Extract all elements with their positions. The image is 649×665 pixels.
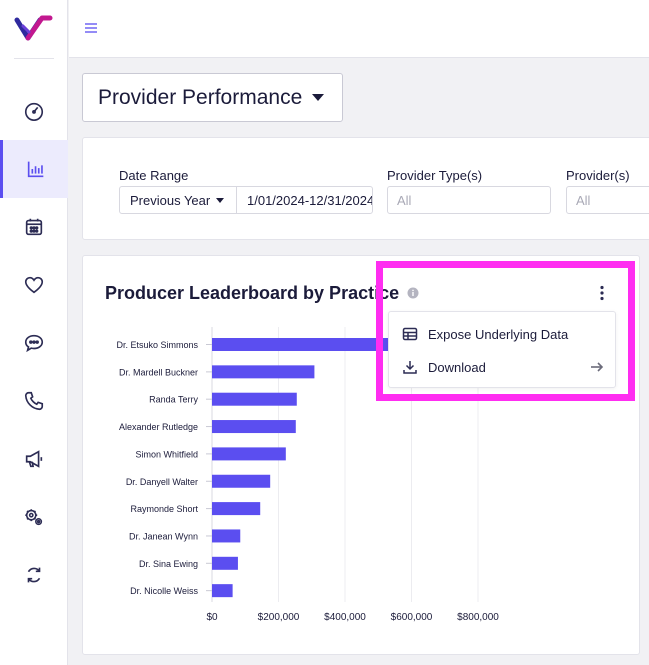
table-icon — [402, 327, 418, 341]
category-label: Dr. Janean Wynn — [129, 531, 198, 541]
chart-title: Producer Leaderboard by Practice — [105, 283, 400, 303]
app-logo[interactable] — [14, 12, 54, 46]
arrow-right-icon — [591, 362, 604, 372]
providers-label: Provider(s) — [566, 168, 630, 183]
caret-down-icon — [216, 197, 225, 203]
chart-options-menu: Expose Underlying Data Download — [388, 311, 616, 388]
expose-underlying-data-item[interactable]: Expose Underlying Data — [389, 318, 617, 350]
x-tick-label: $400,000 — [324, 612, 366, 623]
nav-reports[interactable] — [0, 140, 68, 198]
nav-calendar[interactable] — [0, 198, 68, 256]
download-label: Download — [428, 359, 486, 375]
download-item[interactable]: Download — [389, 351, 617, 383]
category-label: Dr. Etsuko Simmons — [116, 340, 198, 350]
nav-messages[interactable] — [0, 314, 68, 372]
bar[interactable] — [212, 365, 315, 379]
category-label: Randa Terry — [149, 395, 198, 405]
bar[interactable] — [212, 420, 296, 434]
info-icon[interactable] — [407, 287, 419, 299]
more-options-icon[interactable] — [599, 285, 605, 301]
nav-dashboard[interactable] — [0, 82, 68, 140]
providers-input[interactable]: All — [566, 186, 649, 214]
provider-types-label: Provider Type(s) — [387, 168, 483, 183]
bar[interactable] — [212, 338, 389, 351]
megaphone-icon — [25, 450, 43, 468]
bar[interactable] — [212, 584, 233, 598]
x-tick-label: $0 — [206, 612, 218, 623]
category-label: Dr. Danyell Walter — [126, 477, 198, 487]
bar[interactable] — [212, 502, 261, 516]
x-tick-label: $800,000 — [457, 612, 499, 623]
bar-chart-icon — [27, 161, 43, 178]
bar[interactable] — [212, 447, 286, 461]
nav-campaigns[interactable] — [0, 430, 68, 488]
category-label: Dr. Mardell Buckner — [119, 367, 198, 377]
chat-bubble-icon — [24, 334, 44, 353]
x-tick-label: $200,000 — [258, 612, 300, 623]
caret-down-icon — [312, 94, 325, 101]
heart-icon — [24, 276, 44, 294]
hamburger-menu-icon[interactable] — [84, 21, 98, 35]
provider-types-input[interactable]: All — [387, 186, 551, 214]
date-range-control: Previous Year 1/01/2024-12/31/2024 — [119, 186, 373, 214]
download-icon — [403, 361, 417, 374]
sidebar — [0, 0, 68, 665]
bar[interactable] — [212, 556, 238, 570]
logo-divider — [14, 58, 54, 59]
x-tick-label: $600,000 — [391, 612, 433, 623]
phone-icon — [24, 391, 44, 411]
report-selector-label: Provider Performance — [98, 85, 303, 109]
category-label: Alexander Rutledge — [119, 422, 198, 432]
filter-card: Date Range Previous Year 1/01/2024-12/31… — [82, 137, 649, 240]
settings-gears-icon — [25, 509, 43, 526]
nav-favorites[interactable] — [0, 256, 68, 314]
category-label: Raymonde Short — [130, 504, 198, 514]
category-label: Dr. Sina Ewing — [139, 559, 198, 569]
date-range-input[interactable]: 1/01/2024-12/31/2024 — [237, 187, 372, 213]
nav-sync[interactable] — [0, 546, 68, 604]
top-bar — [69, 0, 649, 58]
nav-calls[interactable] — [0, 372, 68, 430]
bar[interactable] — [212, 392, 297, 406]
calendar-icon — [25, 218, 43, 236]
date-preset-select[interactable]: Previous Year — [120, 187, 237, 213]
date-range-label: Date Range — [119, 168, 189, 183]
speedometer-icon — [24, 102, 44, 121]
category-label: Simon Whitfield — [135, 449, 198, 459]
report-selector[interactable]: Provider Performance — [82, 73, 343, 122]
expose-underlying-data-label: Expose Underlying Data — [428, 326, 569, 342]
date-range-value: 1/01/2024-12/31/2024 — [247, 192, 372, 208]
provider-types-placeholder: All — [397, 192, 412, 208]
category-label: Dr. Nicolle Weiss — [130, 586, 198, 596]
bar[interactable] — [212, 474, 271, 488]
sync-icon — [27, 567, 41, 583]
providers-placeholder: All — [576, 192, 591, 208]
bar[interactable] — [212, 529, 241, 543]
date-preset-value: Previous Year — [130, 192, 211, 208]
nav-settings[interactable] — [0, 488, 68, 546]
